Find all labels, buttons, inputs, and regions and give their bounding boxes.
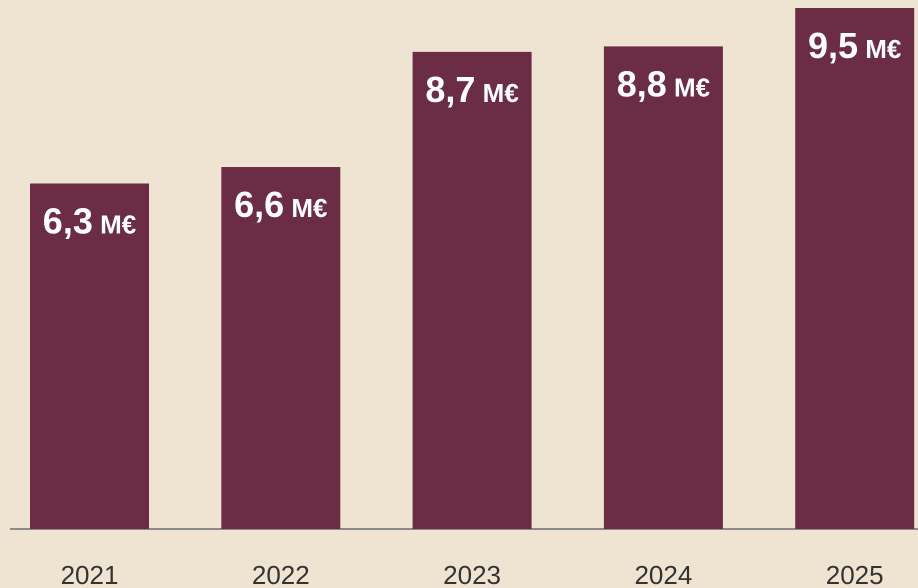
bar xyxy=(221,167,341,529)
x-tick-label: 2022 xyxy=(252,560,310,588)
x-tick-label: 2021 xyxy=(61,560,119,588)
bar xyxy=(412,51,532,529)
value-label: 6,3 M€ xyxy=(43,200,136,241)
value-label: 8,8 M€ xyxy=(617,63,710,104)
value-label: 8,7 M€ xyxy=(425,69,518,110)
bar xyxy=(603,46,723,530)
x-tick-label: 2024 xyxy=(634,560,692,588)
value-label: 6,6 M€ xyxy=(234,184,327,225)
bar xyxy=(30,183,149,529)
bar xyxy=(795,8,915,529)
x-tick-label: 2025 xyxy=(826,560,884,588)
value-label: 9,5 M€ xyxy=(808,25,901,66)
x-tick-label: 2023 xyxy=(443,560,501,588)
